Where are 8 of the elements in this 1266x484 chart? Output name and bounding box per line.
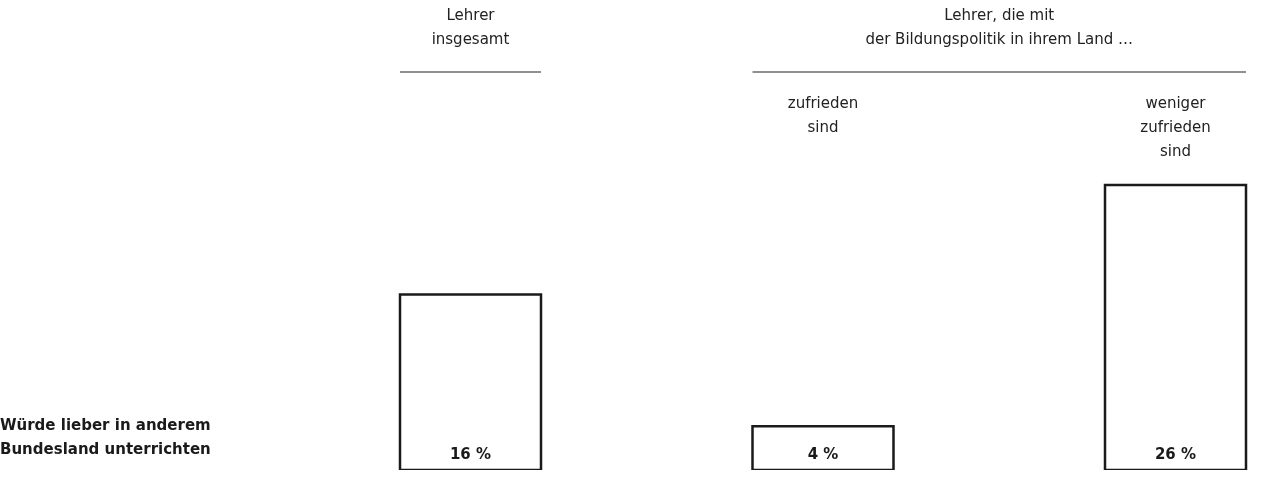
data-label: 26 %	[1154, 445, 1197, 463]
text: Würde lieber in anderem Bundesland unterrichten	[0, 416, 211, 458]
data-label: 16 %	[449, 445, 492, 463]
x-tick-label: zufrieden sind	[787, 94, 859, 136]
data-label: 4 %	[807, 445, 839, 463]
text: Lehrer insgesamt	[431, 6, 510, 48]
text: Lehrer, die mit der Bildungspolitik in ihrem Land …	[865, 6, 1134, 48]
x-tick-label: weniger zufrieden sind	[1140, 94, 1211, 160]
